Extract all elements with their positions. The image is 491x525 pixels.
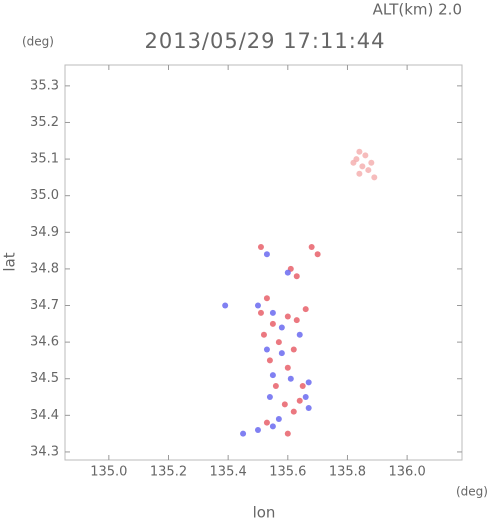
data-point bbox=[356, 148, 363, 155]
data-point bbox=[269, 320, 276, 327]
data-point bbox=[275, 339, 282, 346]
data-point bbox=[278, 350, 285, 357]
data-point bbox=[350, 159, 357, 166]
data-point bbox=[371, 174, 378, 181]
y-tick-label: 35.0 bbox=[30, 188, 59, 203]
data-point bbox=[305, 379, 312, 386]
data-point bbox=[254, 426, 261, 433]
data-point bbox=[290, 408, 297, 415]
data-point bbox=[359, 163, 366, 170]
x-tick-label: 135.8 bbox=[329, 465, 366, 480]
y-axis-label: lat bbox=[1, 252, 19, 271]
data-point bbox=[284, 269, 291, 276]
y-tick-label: 34.6 bbox=[30, 335, 59, 350]
data-point bbox=[296, 331, 303, 338]
data-point bbox=[305, 405, 312, 412]
data-point bbox=[287, 375, 294, 382]
x-tick-label: 136.0 bbox=[389, 465, 426, 480]
data-point bbox=[299, 383, 306, 390]
data-point bbox=[263, 251, 270, 258]
data-point bbox=[362, 152, 369, 159]
x-axis-label: lon bbox=[253, 504, 276, 522]
y-tick-label: 35.2 bbox=[30, 115, 59, 130]
y-tick-label: 34.7 bbox=[30, 298, 59, 313]
x-tick-label: 135.2 bbox=[150, 465, 187, 480]
x-tick-label: 135.0 bbox=[90, 465, 127, 480]
data-point bbox=[365, 167, 372, 174]
data-point bbox=[302, 306, 309, 313]
y-unit: (deg) bbox=[22, 35, 54, 49]
data-point bbox=[314, 251, 321, 258]
data-point bbox=[278, 324, 285, 331]
data-point bbox=[272, 383, 279, 390]
chart-title: 2013/05/29 17:11:44 bbox=[144, 29, 385, 53]
data-point bbox=[263, 295, 270, 302]
data-point bbox=[263, 346, 270, 353]
data-point bbox=[263, 419, 270, 426]
data-point bbox=[284, 430, 291, 437]
data-point bbox=[281, 401, 288, 408]
data-point bbox=[266, 357, 273, 364]
y-tick-label: 34.5 bbox=[30, 371, 59, 386]
data-point bbox=[254, 302, 261, 309]
y-tick-label: 34.3 bbox=[30, 444, 59, 459]
data-point bbox=[269, 309, 276, 316]
chart-subtitle: ALT(km) 2.0 bbox=[373, 1, 462, 19]
data-point bbox=[240, 430, 247, 437]
data-point bbox=[257, 309, 264, 316]
y-tick-label: 34.8 bbox=[30, 261, 59, 276]
x-tick-label: 135.6 bbox=[269, 465, 306, 480]
data-point bbox=[368, 159, 375, 166]
x-tick-label: 135.4 bbox=[210, 465, 247, 480]
data-point bbox=[293, 317, 300, 324]
data-point bbox=[284, 313, 291, 320]
data-point bbox=[275, 415, 282, 422]
y-tick-label: 34.9 bbox=[30, 225, 59, 240]
data-point bbox=[293, 273, 300, 280]
data-point bbox=[266, 394, 273, 401]
plot-frame bbox=[64, 64, 463, 461]
y-tick-label: 35.3 bbox=[30, 78, 59, 93]
data-point bbox=[269, 423, 276, 430]
data-point bbox=[356, 170, 363, 177]
data-point bbox=[260, 331, 267, 338]
data-point bbox=[269, 372, 276, 379]
data-point bbox=[257, 243, 264, 250]
data-point bbox=[296, 397, 303, 404]
data-point bbox=[308, 243, 315, 250]
y-tick-label: 35.1 bbox=[30, 152, 59, 167]
data-point bbox=[222, 302, 229, 309]
data-point bbox=[302, 394, 309, 401]
y-tick-label: 34.4 bbox=[30, 408, 59, 423]
x-unit: (deg) bbox=[456, 485, 488, 499]
data-point bbox=[290, 346, 297, 353]
data-point bbox=[284, 364, 291, 371]
